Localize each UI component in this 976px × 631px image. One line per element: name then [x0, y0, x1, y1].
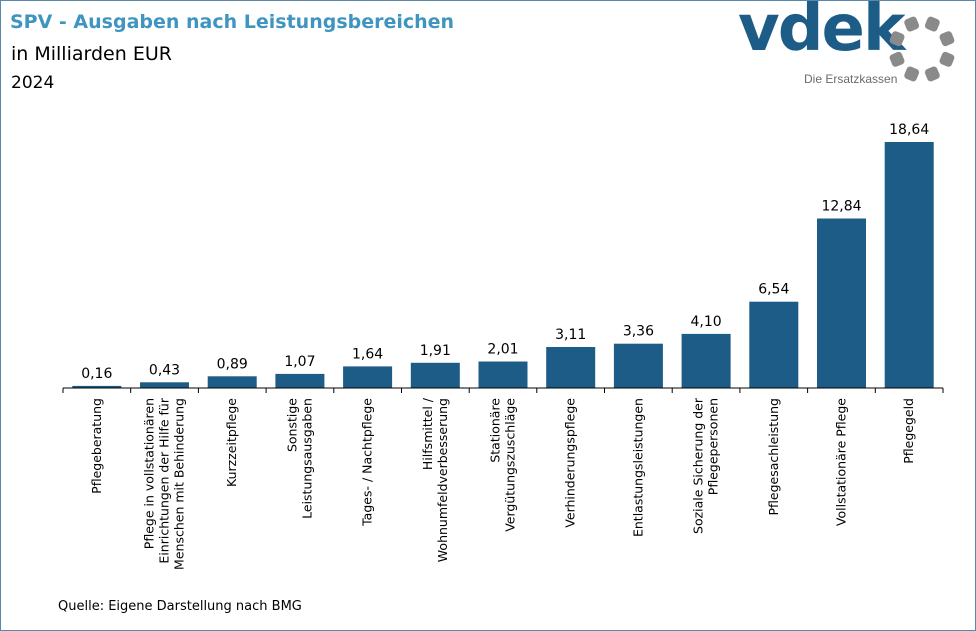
category-label: Pflege in vollstationären [142, 398, 157, 549]
category-label: Vergütungszuschläge [503, 398, 518, 532]
category-label: Pflegepersonen [706, 398, 721, 495]
bar-value-label: 0,16 [81, 366, 112, 382]
category-label: Sonstige [284, 398, 299, 452]
bar [478, 361, 528, 388]
bar [613, 343, 663, 388]
category-label: Kurzzeitpflege [224, 398, 239, 487]
bar [343, 366, 393, 388]
bar-value-label: 12,84 [821, 199, 861, 215]
logo-ring-segment [889, 51, 905, 67]
bar-value-label: 3,11 [555, 327, 586, 343]
bar-value-label: 1,64 [352, 346, 383, 362]
category-label: Tages- / Nachtpflege [360, 398, 375, 527]
category-label: Soziale Sicherung der [691, 397, 706, 534]
bar [140, 382, 189, 388]
category-label: Pflegegeld [901, 398, 916, 464]
category-label: Menschen mit Behinderung [172, 398, 187, 570]
bar [884, 142, 934, 388]
category-label: Verhinderungspflege [563, 398, 578, 528]
logo-ring-segment [924, 66, 940, 82]
logo-ring-segment [939, 31, 955, 47]
category-label: Hilfsmittel / [420, 397, 435, 470]
category-label: Wohnumfeldverbesserung [435, 398, 450, 562]
category-label: Einrichtungen der Hilfe für [157, 397, 172, 563]
logo-ring-segment [939, 51, 955, 67]
bar [410, 362, 460, 388]
bar-value-label: 0,89 [217, 356, 248, 372]
bar-value-label: 4,10 [691, 314, 722, 330]
logo-ring-segment [904, 66, 920, 82]
logo-ring-segment [889, 31, 905, 47]
logo-ring-segment [904, 16, 920, 32]
bar-value-label: 3,36 [623, 324, 654, 340]
logo-wordmark: vdek [738, 0, 905, 66]
category-label: Pflegeberatung [89, 398, 104, 494]
logo-tagline: Die Ersatzkassen [804, 72, 898, 86]
bar-chart: 0,16 Pflegeberatung 0,43 Pflege in vollstat… [62, 122, 944, 570]
chart-year: 2024 [11, 73, 55, 93]
bar [681, 333, 731, 388]
category-label: Stationäre [488, 398, 503, 463]
chart-title: SPV - Ausgaben nach Leistungsbereichen [10, 11, 455, 33]
vdek-logo: vdek Die Ersatzkassen [736, 0, 966, 93]
logo-ring-segment [924, 16, 940, 32]
bar [749, 301, 799, 388]
chart-subtitle: in Milliarden EUR [11, 43, 172, 65]
bar [275, 373, 325, 388]
category-label: Vollstationäre Pflege [834, 398, 849, 526]
bar-value-label: 1,07 [284, 354, 315, 370]
bar-value-label: 6,54 [758, 282, 789, 298]
source-note: Quelle: Eigene Darstellung nach BMG [58, 599, 302, 614]
bar-value-label: 18,64 [889, 122, 929, 138]
bar [207, 376, 257, 388]
category-label: Leistungsausgaben [299, 398, 314, 519]
bar [72, 385, 122, 388]
category-label: Entlastungsleistungen [630, 398, 645, 537]
bar [817, 218, 866, 388]
logo-ring-icon [889, 16, 955, 82]
bar-value-label: 2,01 [487, 342, 518, 358]
bar [546, 347, 596, 388]
category-label: Pflegesachleistung [766, 398, 781, 516]
bar-value-label: 0,43 [149, 362, 180, 378]
bar-value-label: 1,91 [420, 343, 451, 359]
